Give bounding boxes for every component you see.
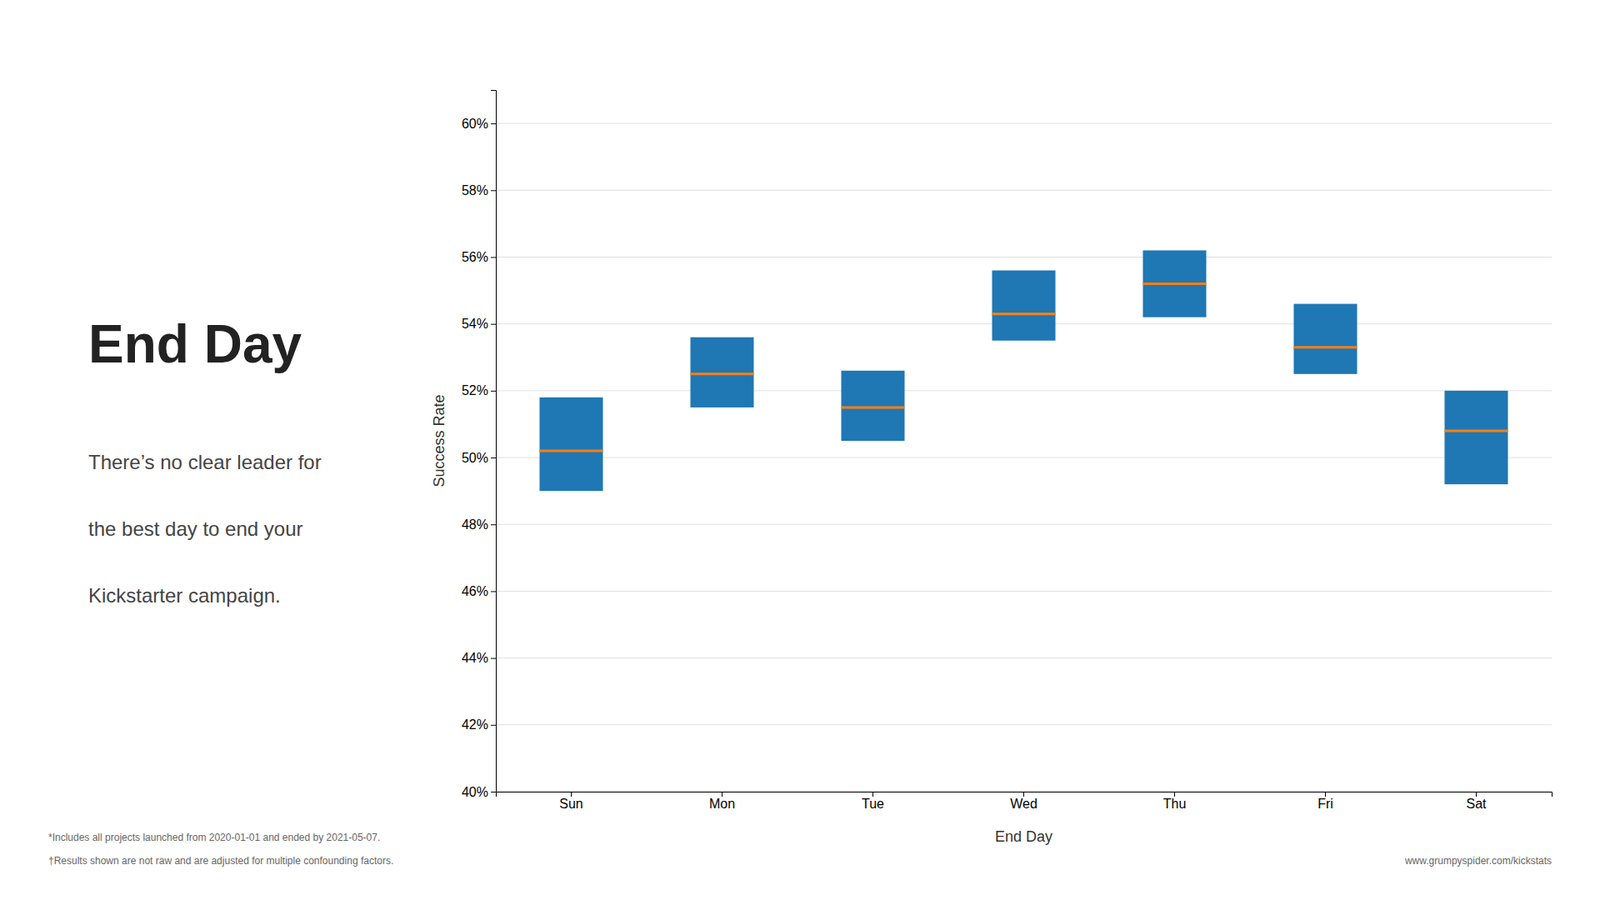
x-tick-label: Fri (1317, 796, 1334, 811)
y-tick: 58% (461, 183, 496, 198)
grid-line (495, 256, 1552, 258)
subtitle-line: Kickstarter campaign. (88, 584, 281, 607)
grid-line (495, 657, 1552, 659)
y-tick: 44% (461, 650, 496, 665)
x-tick-label: Sun (559, 796, 583, 811)
y-tick-mark (490, 658, 496, 660)
x-axis-title: End Day (995, 828, 1053, 845)
y-tick-label: 40% (461, 785, 489, 800)
x-tick-label: Thu (1163, 796, 1187, 811)
y-tick-label: 60% (461, 116, 489, 131)
y-tick: 42% (461, 717, 496, 732)
chart: Sun Mon Tue Wed Thu Fri Sat 40% 42% 44% 46% 48% 50% 5… (0, 0, 1600, 900)
y-tick-label: 54% (461, 316, 489, 331)
y-tick-mark (490, 590, 496, 592)
y-tick-mark (490, 256, 496, 258)
x-tick-mark (1174, 791, 1175, 797)
grid-line (495, 190, 1552, 191)
x-tick: Wed (1010, 791, 1038, 811)
y-tick: 48% (461, 517, 496, 532)
x-tick-label: Wed (1010, 796, 1038, 811)
y-tick-label: 46% (461, 584, 489, 599)
ci-bar (991, 270, 1055, 341)
ci-bar (1293, 304, 1357, 375)
y-tick: 50% (461, 450, 496, 465)
subtitle: There’s no clear leader for the best day … (88, 450, 322, 607)
y-axis-title: Success Rate (430, 394, 448, 487)
subtitle-line: the best day to end your (88, 517, 304, 540)
x-axis: Sun Mon Tue Wed Thu Fri Sat (496, 791, 1553, 811)
x-tick: Tue (861, 791, 885, 811)
y-tick: 40% (461, 785, 496, 800)
x-tick-mark (1023, 791, 1025, 797)
x-tick-mark (872, 791, 874, 797)
mean-line (690, 372, 754, 375)
mean-line (1293, 345, 1357, 349)
y-tick-label: 50% (461, 450, 489, 465)
y-tick-mark (490, 190, 496, 191)
y-tick-mark (490, 324, 496, 325)
ci-bar (1444, 390, 1508, 485)
grid-line (495, 590, 1552, 592)
grid-line (495, 724, 1552, 725)
y-tick: 56% (461, 250, 496, 265)
y-tick: 54% (461, 316, 496, 331)
y-tick-mark (490, 791, 496, 793)
ci-bar (840, 370, 905, 441)
y-tick-mark (490, 390, 496, 392)
y-tick-label: 48% (461, 517, 489, 532)
y-tick-label: 42% (461, 717, 489, 732)
watermark: www.grumpyspider.com/kickstats (1404, 855, 1552, 867)
x-tick-mark (570, 791, 572, 797)
x-tick-label: Sat (1465, 796, 1487, 811)
mean-line (1444, 429, 1508, 432)
mean-line (1142, 282, 1206, 285)
grid-line (495, 390, 1552, 391)
grid-line (495, 524, 1552, 525)
y-tick-mark (490, 123, 496, 125)
y-tick-label: 44% (461, 650, 489, 665)
y-tick-mark (490, 725, 496, 726)
footnote: †Results shown are not raw and are adjus… (48, 855, 394, 867)
x-tick-label: Tue (861, 796, 885, 811)
x-tick-mark (721, 791, 723, 797)
title: End Day (88, 314, 302, 375)
x-tick-mark (1475, 791, 1477, 797)
grid (495, 123, 1552, 792)
x-tick-label: Mon (709, 796, 735, 811)
x-tick: Sun (559, 791, 583, 811)
y-tick-label: 52% (461, 383, 489, 398)
y-tick-mark (490, 524, 496, 525)
y-tick-mark (490, 457, 496, 459)
mean-line (539, 450, 603, 453)
x-tick: Sat (1465, 791, 1487, 811)
ci-bar (539, 397, 603, 491)
y-axis-line (490, 90, 497, 793)
y-axis: 40% 42% 44% 46% 48% 50% 52% 54% 56% 58% 60% (461, 90, 497, 800)
x-axis-line (496, 792, 1553, 798)
x-tick: Mon (709, 791, 735, 811)
ci-bar (690, 337, 754, 408)
footnote: *Includes all projects launched from 202… (48, 831, 380, 844)
y-tick-label: 58% (461, 183, 489, 198)
subtitle-line: There’s no clear leader for (88, 450, 322, 474)
x-tick: Fri (1317, 791, 1334, 811)
annotations: *Includes all projects launched from 202… (48, 831, 1552, 867)
grid-line (495, 123, 1552, 125)
mean-line (840, 405, 905, 409)
y-tick: 60% (461, 116, 496, 131)
y-tick-label: 56% (461, 250, 489, 265)
x-tick: Thu (1163, 791, 1187, 811)
y-tick: 46% (461, 584, 496, 599)
mean-line (991, 312, 1055, 315)
x-tick-mark (1325, 791, 1326, 797)
grid-line (495, 457, 1552, 459)
marks (539, 250, 1508, 491)
ci-bar (1142, 250, 1206, 317)
y-tick: 52% (461, 383, 496, 398)
plot: Sun Mon Tue Wed Thu Fri Sat 40% 42% 44% 46% 48% 50% 5… (461, 90, 1553, 812)
